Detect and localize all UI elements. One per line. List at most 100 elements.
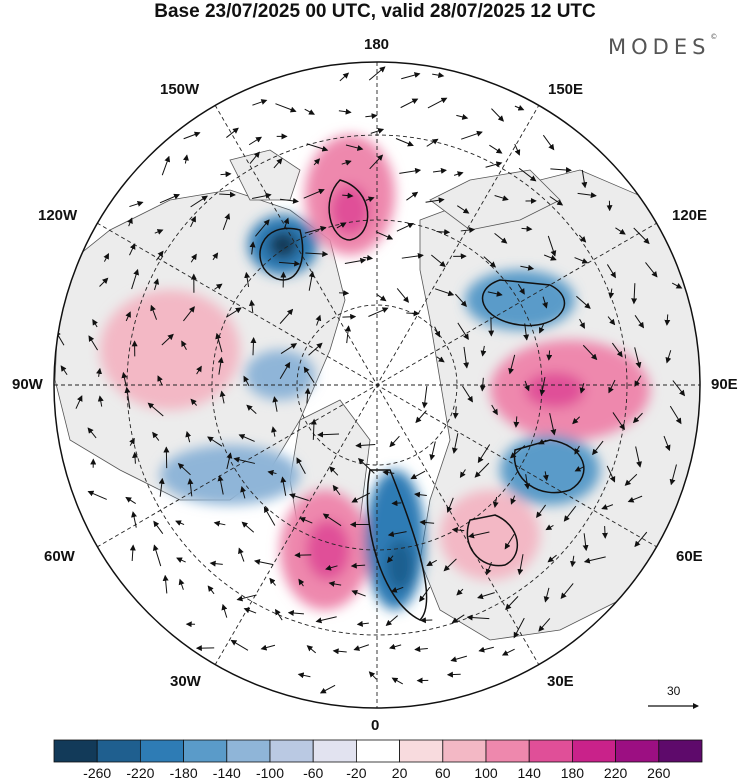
wind-arrow — [582, 533, 589, 552]
wind-arrow — [518, 167, 537, 182]
wind-arrow — [451, 433, 459, 454]
wind-arrow — [426, 138, 439, 147]
wind-arrow — [329, 466, 339, 476]
wind-arrow — [363, 254, 374, 261]
wind-arrow — [517, 554, 524, 576]
wind-arrow — [487, 290, 503, 297]
wind-arrow — [611, 342, 623, 358]
wind-arrow — [461, 130, 483, 140]
colorbar-tick-label: 220 — [603, 765, 628, 781]
wind-arrow — [183, 154, 189, 164]
wind-arrow — [463, 346, 470, 369]
lon-label-30w: 30W — [170, 673, 201, 690]
wind-arrow — [260, 644, 276, 651]
colorbar-tick-label: 100 — [474, 765, 498, 781]
wind-arrow — [158, 477, 165, 497]
wind-arrow — [344, 257, 367, 265]
wind-arrow — [583, 556, 606, 564]
wind-arrow — [509, 445, 526, 459]
wind-arrow — [664, 314, 671, 326]
wind-arrow — [183, 306, 195, 322]
wind-arrow — [432, 72, 445, 79]
wind-arrow — [304, 108, 315, 115]
wind-arrow — [209, 560, 223, 567]
wind-arrow — [263, 506, 276, 526]
wind-arrow — [483, 256, 497, 268]
wind-arrow — [631, 283, 638, 305]
wind-arrow — [250, 337, 257, 356]
wind-arrow — [607, 316, 616, 326]
wind-arrow — [633, 227, 650, 245]
wind-arrow — [606, 465, 616, 483]
colorbar — [53, 739, 703, 763]
wind-arrow — [341, 159, 352, 166]
wind-arrow — [220, 171, 232, 178]
wind-arrow — [308, 271, 315, 291]
colorbar-swatch — [139, 739, 184, 763]
lon-label-0: 0 — [371, 717, 380, 734]
wind-arrow — [236, 594, 257, 602]
wind-arrow — [406, 191, 419, 201]
wind-arrow — [153, 278, 160, 291]
wind-arrow — [226, 307, 242, 318]
wind-arrow — [452, 406, 459, 419]
wind-arrow — [221, 603, 228, 618]
wind-arrow — [280, 343, 298, 354]
wind-arrow — [217, 356, 224, 375]
wind-arrow — [608, 288, 615, 299]
wind-arrow — [485, 161, 503, 168]
wind-arrow — [459, 469, 466, 479]
colorbar-tick-label: 20 — [391, 765, 408, 781]
wind-arrow — [356, 620, 369, 627]
colorbar-swatch — [485, 739, 530, 763]
wind-arrow — [608, 379, 616, 394]
wind-arrow — [450, 655, 468, 663]
wind-arrow — [514, 105, 525, 111]
wind-arrow — [501, 648, 515, 656]
wind-arrow — [491, 404, 498, 416]
wind-arrow — [243, 375, 250, 387]
wind-arrow — [414, 646, 428, 653]
wind-arrow — [127, 217, 133, 227]
wind-arrow — [305, 250, 329, 257]
wind-arrow — [446, 497, 454, 513]
wind-arrow — [665, 350, 672, 364]
wind-arrow — [365, 196, 375, 203]
wind-arrow — [563, 505, 577, 522]
colorbar-swatch — [96, 739, 141, 763]
wind-arrow — [357, 458, 375, 474]
wind-arrow — [351, 589, 366, 597]
wind-arrow — [462, 385, 473, 403]
wind-arrow — [368, 66, 386, 81]
wind-arrow — [226, 127, 239, 138]
wind-arrow — [427, 97, 448, 109]
wind-arrow — [365, 113, 378, 120]
wind-arrow — [350, 562, 366, 569]
wind-arrow — [436, 229, 451, 236]
wind-arrow — [248, 136, 263, 146]
wind-arrow — [296, 457, 306, 475]
colorbar-tick-label: -260 — [83, 765, 112, 781]
wind-arrow — [492, 496, 499, 509]
wind-arrow — [252, 99, 268, 106]
positive-anomaly-europe — [440, 490, 540, 580]
wind-arrow — [246, 404, 257, 414]
colorbar-tick-label: -100 — [255, 765, 285, 781]
lon-label-60w: 60W — [44, 548, 75, 565]
wind-arrow — [669, 405, 682, 425]
wind-arrow — [369, 154, 384, 170]
wind-arrow — [485, 562, 492, 576]
lon-label-90e: 90E — [711, 376, 738, 393]
wind-arrow — [310, 418, 317, 440]
wind-arrow — [415, 410, 427, 424]
wind-arrow — [196, 365, 202, 375]
lat-lon-graticule — [54, 62, 700, 708]
positive-anomaly-pacific-core — [330, 185, 370, 235]
wind-arrow — [574, 465, 585, 472]
wind-arrow — [215, 332, 223, 353]
wind-arrow — [581, 169, 588, 189]
wind-arrow — [233, 456, 256, 464]
colorbar-swatch — [226, 739, 271, 763]
wind-arrow — [368, 671, 377, 680]
colorbar-tick-label: -180 — [169, 765, 198, 781]
